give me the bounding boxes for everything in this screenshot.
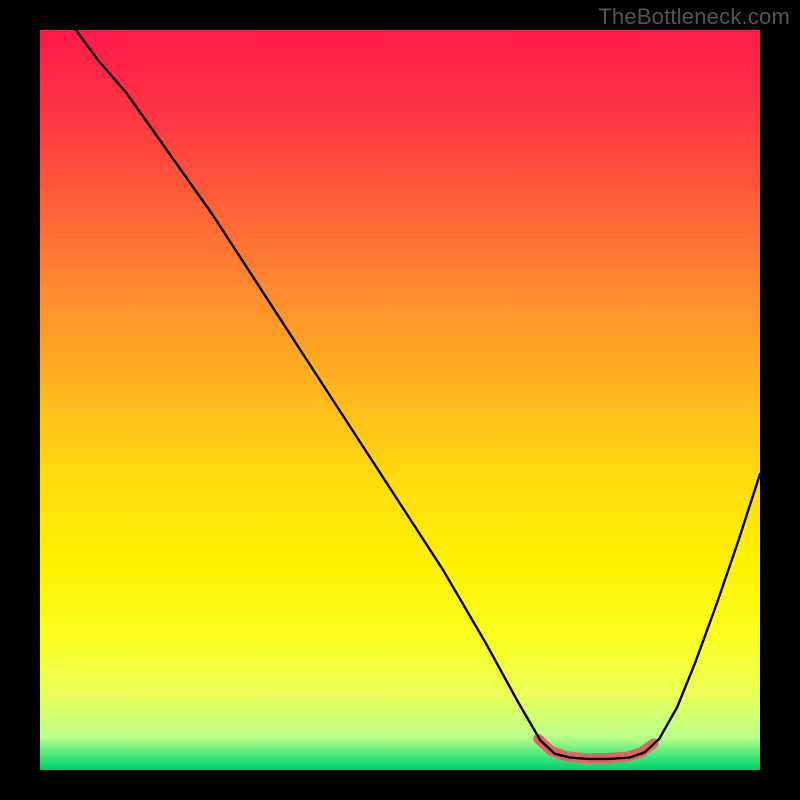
stage: TheBottleneck.com xyxy=(0,0,800,800)
watermark-text: TheBottleneck.com xyxy=(598,4,790,30)
chart-plot-background xyxy=(40,30,760,770)
bottleneck-curve-chart xyxy=(0,0,800,800)
